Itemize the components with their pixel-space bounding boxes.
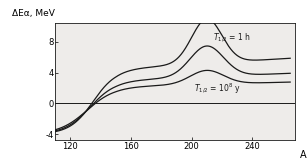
Text: $\it{T}_{1/2}$ = 10$^{8}$ y: $\it{T}_{1/2}$ = 10$^{8}$ y xyxy=(194,82,241,96)
Text: $\it{T}_{1/2}$ = 1 h: $\it{T}_{1/2}$ = 1 h xyxy=(213,31,251,44)
Text: ΔEα, MeV: ΔEα, MeV xyxy=(12,9,55,18)
Text: A: A xyxy=(300,150,306,160)
